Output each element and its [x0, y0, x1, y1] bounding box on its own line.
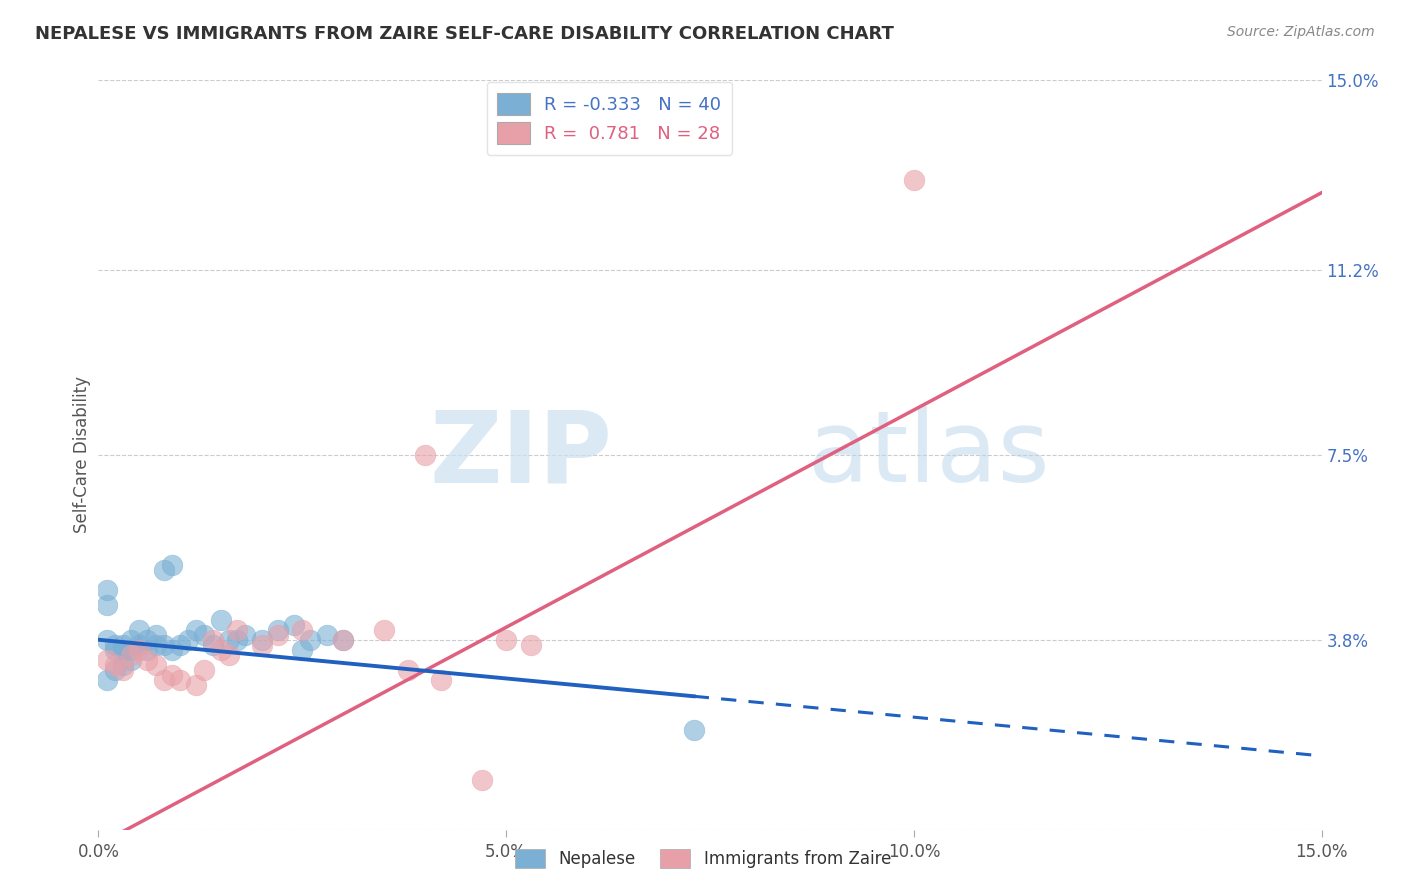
Point	[111, 657, 134, 672]
Text: NEPALESE VS IMMIGRANTS FROM ZAIRE SELF-CARE DISABILITY CORRELATION CHART: NEPALESE VS IMMIGRANTS FROM ZAIRE SELF-C…	[35, 25, 894, 43]
Point	[495, 632, 517, 647]
Point	[218, 648, 240, 662]
Point	[136, 642, 159, 657]
Point	[373, 623, 395, 637]
Point	[145, 628, 167, 642]
Point	[160, 642, 183, 657]
Point	[233, 628, 256, 642]
Point	[471, 772, 494, 787]
Text: ZIP: ZIP	[429, 407, 612, 503]
Point	[332, 632, 354, 647]
Point	[128, 623, 150, 637]
Point	[96, 632, 118, 647]
Point	[396, 663, 419, 677]
Text: Source: ZipAtlas.com: Source: ZipAtlas.com	[1227, 25, 1375, 39]
Point	[519, 638, 541, 652]
Point	[169, 673, 191, 687]
Point	[201, 632, 224, 647]
Text: atlas: atlas	[808, 407, 1049, 503]
Legend: Nepalese, Immigrants from Zaire: Nepalese, Immigrants from Zaire	[508, 842, 898, 875]
Point	[160, 558, 183, 572]
Point	[201, 638, 224, 652]
Point	[96, 598, 118, 612]
Point	[193, 628, 215, 642]
Point	[250, 638, 273, 652]
Point	[120, 648, 142, 662]
Point	[104, 657, 127, 672]
Point	[96, 582, 118, 597]
Point	[283, 617, 305, 632]
Point	[160, 667, 183, 681]
Point	[209, 642, 232, 657]
Y-axis label: Self-Care Disability: Self-Care Disability	[73, 376, 91, 533]
Point	[128, 642, 150, 657]
Point	[120, 653, 142, 667]
Point	[226, 632, 249, 647]
Point	[120, 632, 142, 647]
Point	[104, 638, 127, 652]
Point	[186, 678, 208, 692]
Point	[267, 623, 290, 637]
Point	[111, 642, 134, 657]
Point	[152, 563, 174, 577]
Point	[136, 632, 159, 647]
Point	[682, 723, 704, 737]
Point	[186, 623, 208, 637]
Point	[430, 673, 453, 687]
Point	[104, 642, 127, 657]
Point	[193, 663, 215, 677]
Point	[111, 663, 134, 677]
Point	[145, 638, 167, 652]
Point	[96, 673, 118, 687]
Point	[120, 642, 142, 657]
Point	[299, 632, 322, 647]
Point	[315, 628, 337, 642]
Point	[291, 623, 314, 637]
Point	[136, 653, 159, 667]
Point	[291, 642, 314, 657]
Point	[218, 632, 240, 647]
Point	[413, 448, 436, 462]
Point	[332, 632, 354, 647]
Point	[128, 638, 150, 652]
Point	[104, 663, 127, 677]
Point	[152, 638, 174, 652]
Point	[267, 628, 290, 642]
Point	[209, 613, 232, 627]
Point	[226, 623, 249, 637]
Point	[250, 632, 273, 647]
Legend: R = -0.333   N = 40, R =  0.781   N = 28: R = -0.333 N = 40, R = 0.781 N = 28	[486, 82, 733, 154]
Point	[903, 173, 925, 187]
Point	[145, 657, 167, 672]
Point	[152, 673, 174, 687]
Point	[111, 638, 134, 652]
Point	[169, 638, 191, 652]
Point	[96, 653, 118, 667]
Point	[177, 632, 200, 647]
